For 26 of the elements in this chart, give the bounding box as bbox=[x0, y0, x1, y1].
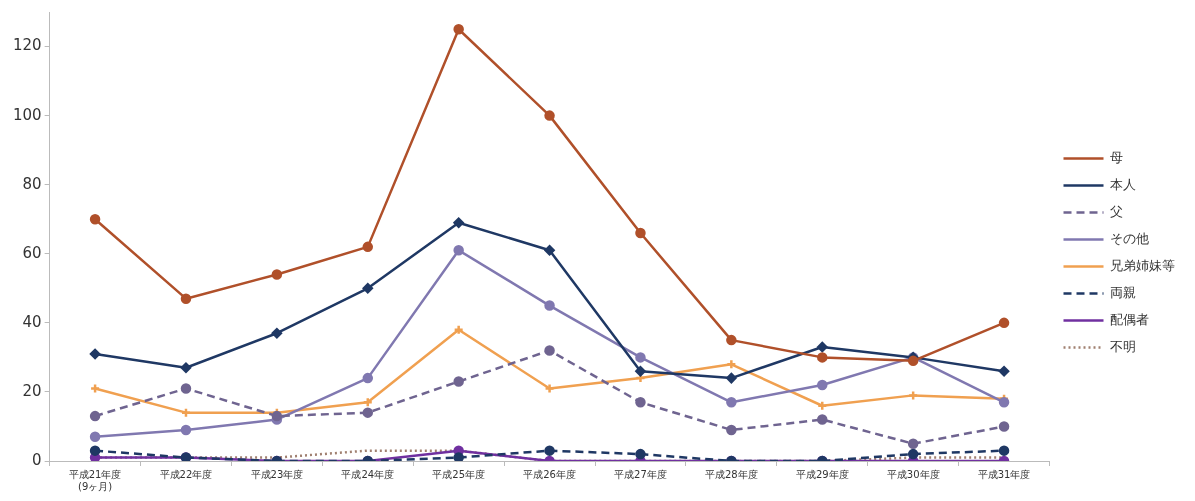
legend-label: 両親 bbox=[1110, 284, 1136, 300]
x-tick-label: 平成21年度 (9ヶ月) bbox=[68, 468, 122, 492]
y-tick-label: 0 bbox=[32, 450, 42, 469]
x-tick-label: 平成22年度 bbox=[159, 468, 213, 480]
y-tick-label: 80 bbox=[22, 174, 42, 193]
legend-label: 父 bbox=[1110, 203, 1123, 219]
x-tick-label: 平成26年度 bbox=[523, 468, 576, 480]
y-tick-label: 100 bbox=[12, 105, 42, 124]
x-tick-label: 平成29年度 bbox=[795, 468, 849, 480]
y-tick-label: 60 bbox=[22, 243, 42, 262]
legend-label: 不明 bbox=[1110, 338, 1136, 354]
x-tick-label: 平成30年度 bbox=[886, 468, 940, 480]
legend-label: 母 bbox=[1110, 149, 1123, 165]
x-tick-label: 平成23年度 bbox=[250, 468, 304, 480]
x-tick-label: 平成25年度 bbox=[432, 468, 486, 480]
y-tick-label: 40 bbox=[22, 312, 42, 331]
legend-label: 兄弟姉妹等 bbox=[1110, 257, 1175, 273]
x-tick-label: 平成28年度 bbox=[704, 468, 758, 480]
legend-label: その他 bbox=[1110, 230, 1149, 246]
y-tick-label: 120 bbox=[12, 36, 42, 55]
x-tick-label: 平成24年度 bbox=[341, 468, 395, 480]
legend-label: 本人 bbox=[1110, 176, 1136, 192]
legend-label: 配偶者 bbox=[1110, 311, 1149, 327]
x-tick-label: 平成27年度 bbox=[614, 468, 667, 480]
y-tick-label: 20 bbox=[22, 381, 42, 400]
x-tick-label: 平成31年度 bbox=[977, 468, 1031, 480]
